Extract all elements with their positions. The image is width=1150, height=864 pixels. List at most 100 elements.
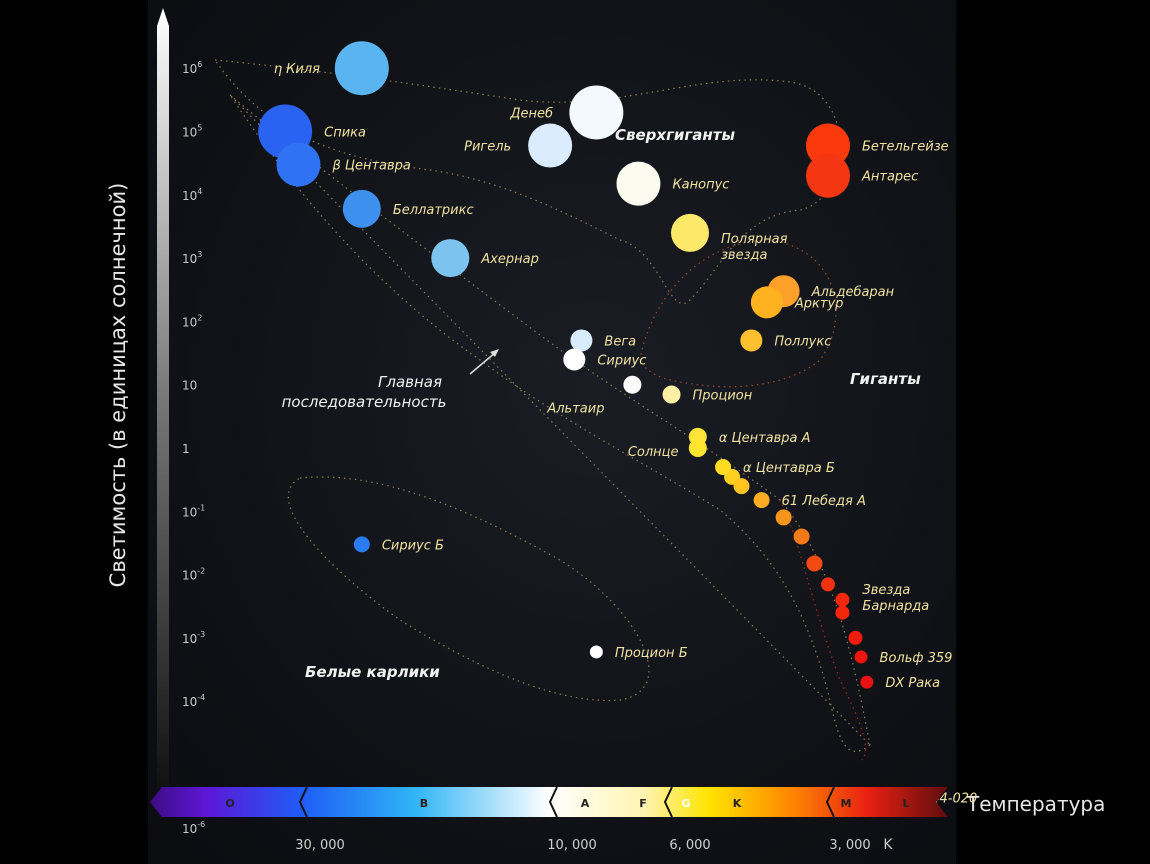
star-label-сириус: Сириус — [597, 354, 646, 369]
region-label-главная-последовательность: Главная последовательность — [282, 373, 447, 411]
star-label-ахернар: Ахернар — [480, 252, 539, 267]
star-label-barnard: Звезда Барнарда — [862, 583, 929, 614]
y-tick-label: 10-6 — [182, 820, 205, 836]
star-процион — [662, 385, 681, 404]
star-центавра — [276, 142, 321, 187]
star-label-процион-б: Процион Б — [615, 646, 688, 661]
region-label-сверхгиганты: Сверхгиганты — [615, 126, 735, 144]
star-label-процион: Процион — [693, 389, 753, 404]
y-tick-label: 106 — [182, 60, 202, 76]
star-солнце — [688, 439, 707, 457]
star-вега — [570, 329, 593, 352]
star-main-sequence-unlabeled — [835, 605, 850, 620]
star-main-sequence-unlabeled — [820, 577, 835, 592]
star-арктур — [750, 286, 783, 319]
star-label-ригель: Ригель — [464, 140, 511, 155]
y-tick-label: 102 — [182, 313, 202, 329]
spectral-class-l: L — [902, 797, 909, 810]
temperature-tick-label: 10, 000 — [547, 838, 597, 853]
star-61-лебедя-а — [753, 492, 770, 509]
y-tick-label: 105 — [182, 124, 202, 140]
star-label-альдебаран: Альдебаран — [811, 285, 895, 300]
star-label-беллатрикс: Беллатрикс — [393, 203, 474, 218]
temperature-tick-label: 3, 000 — [829, 838, 870, 853]
star-label-dx-рака: DX Рака — [885, 676, 940, 691]
star-label-денеб: Денеб — [509, 106, 553, 121]
star-label-сириус-б: Сириус Б — [382, 538, 444, 553]
y-tick-label: 104 — [182, 187, 202, 203]
star-label-polyarnaya: Полярная звезда — [721, 232, 788, 263]
star-денеб — [569, 85, 624, 140]
y-tick-label: 10-1 — [182, 503, 205, 519]
main-sequence-pointer-head — [490, 349, 499, 357]
star-сириус-б — [353, 536, 370, 553]
star-канопус — [616, 161, 661, 206]
y-tick-label: 10-3 — [182, 630, 205, 646]
spectral-divider — [298, 786, 308, 818]
y-tick-label: 103 — [182, 250, 202, 266]
spectral-class-f: F — [639, 797, 647, 810]
star-label-канопус: Канопус — [672, 178, 729, 193]
star-киля — [334, 41, 389, 96]
main-sequence-pointer — [469, 351, 497, 375]
spectral-class-g: G — [681, 797, 690, 810]
star-label-вега: Вега — [604, 334, 636, 349]
spectral-divider — [825, 786, 835, 818]
spectral-class-a: A — [581, 797, 590, 810]
star-беллатрикс — [342, 189, 381, 228]
star-label-центавра: β Центавра — [331, 159, 410, 174]
giants-region-outline — [639, 239, 837, 388]
star-label-вольф-359: Вольф 359 — [880, 651, 953, 666]
star-ригель — [528, 123, 573, 168]
y-tick-label: 1 — [182, 442, 190, 456]
star-label-61-лебедя-а: 61 Лебедя А — [782, 494, 866, 509]
white-dwarfs-region-outline — [287, 476, 650, 702]
star-альтаир — [623, 375, 642, 394]
star-поллукс — [740, 329, 763, 352]
temperature-unit: K — [883, 837, 893, 853]
star-ахернар — [431, 239, 470, 278]
star-label-бетельгейзе: Бетельгейзе — [862, 140, 949, 155]
star-бетельгейзе — [805, 123, 850, 168]
luminosity-scale-bar — [157, 8, 169, 788]
spectral-class-b: B — [420, 797, 428, 810]
star-полярная-звезда — [671, 213, 709, 252]
star-сириус — [563, 348, 586, 371]
star-антарес — [805, 153, 850, 198]
temperature-tick-label: 30, 000 — [295, 838, 345, 853]
spectral-class-k: K — [733, 797, 742, 810]
star-label-центавра-а: α Центавра А — [719, 431, 811, 446]
supergiants-region-outline — [213, 59, 841, 304]
star-label-поллукс: Поллукс — [774, 334, 831, 349]
y-tick-label: 10-4 — [182, 693, 205, 709]
star-main-sequence-unlabeled — [806, 555, 823, 572]
y-tick-label: 10-2 — [182, 567, 205, 583]
star-main-sequence-unlabeled — [733, 478, 750, 495]
region-label-гиганты: Гиганты — [850, 370, 921, 388]
temperature-axis-label: Температура — [967, 792, 1106, 816]
y-tick-label: 10 — [182, 379, 197, 393]
star-main-sequence-unlabeled — [793, 528, 810, 545]
star-label-спика: Спика — [324, 126, 366, 141]
star-звезда-барнарда — [835, 592, 850, 607]
star-label-киля: η Киля — [274, 62, 320, 77]
star-процион-б — [589, 645, 603, 659]
star-центавра-б — [715, 459, 732, 476]
spectral-class-o: O — [225, 797, 234, 810]
star-main-sequence-unlabeled — [775, 509, 792, 526]
star-label-солнце: Солнце — [628, 445, 679, 460]
spectral-divider — [548, 786, 558, 818]
spectral-class-m: M — [841, 797, 852, 810]
main-sequence-region-outline — [229, 94, 871, 752]
star-label-альтаир: Альтаир — [546, 402, 604, 417]
temperature-tick-label: 6, 000 — [669, 838, 710, 853]
red-dwarf-tail-outline — [779, 499, 867, 761]
region-label-белые-карлики: Белые карлики — [305, 663, 440, 681]
star-dx-рака — [860, 675, 874, 689]
star-label-антарес: Антарес — [861, 170, 918, 185]
star-main-sequence-unlabeled — [848, 630, 863, 645]
star-вольф-359 — [854, 650, 868, 664]
star-label-центавра-б: α Центавра Б — [743, 461, 835, 476]
